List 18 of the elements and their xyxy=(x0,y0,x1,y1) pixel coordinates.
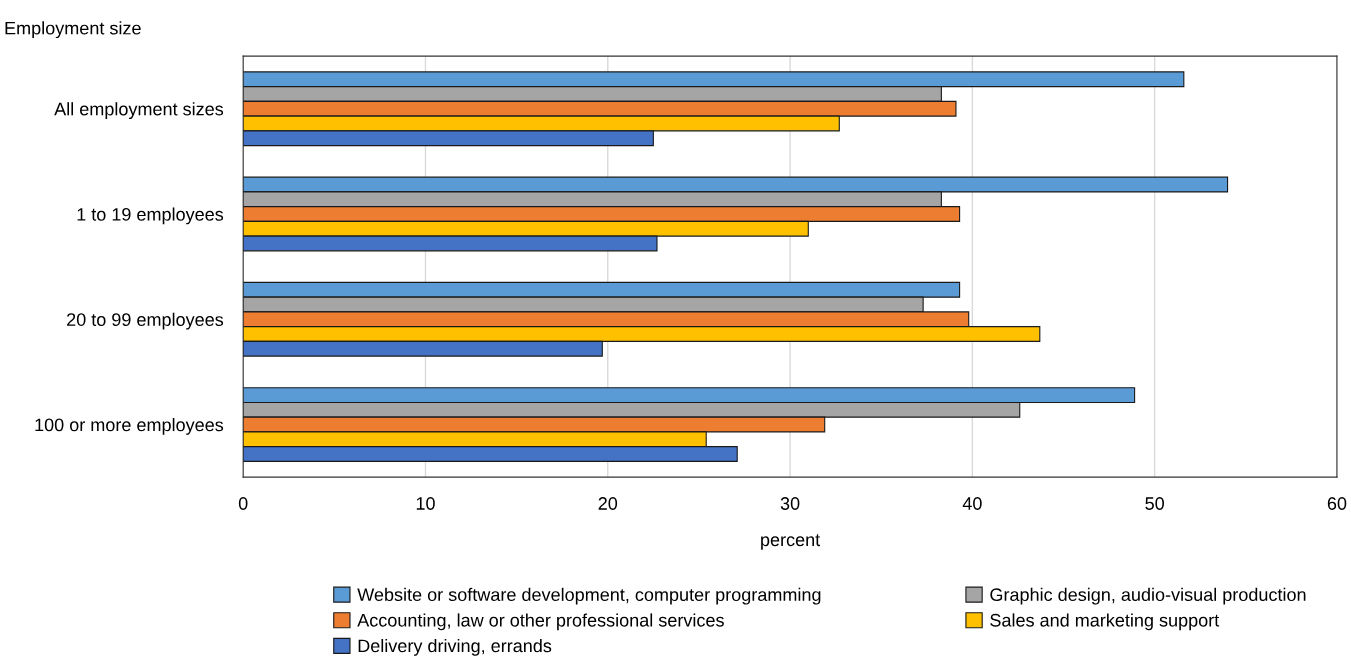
y-axis-title: Employment size xyxy=(5,21,141,39)
legend-label: Delivery driving, errands xyxy=(358,638,552,656)
y-tick-label: 20 to 99 employees xyxy=(67,312,224,330)
y-tick-label: 1 to 19 employees xyxy=(77,207,224,225)
x-tick-label: 0 xyxy=(238,497,248,510)
x-axis-title: percent xyxy=(761,534,821,550)
x-tick-label: 50 xyxy=(1145,497,1164,510)
x-tick-label: 40 xyxy=(962,497,982,510)
y-tick-label: All employment sizes xyxy=(54,102,224,120)
x-tick-label: 20 xyxy=(598,497,618,510)
x-tick-label: 10 xyxy=(416,497,435,510)
legend-label: Website or software development, computer programming xyxy=(357,587,821,605)
x-tick-label: 60 xyxy=(1327,497,1347,510)
x-tick-label: 30 xyxy=(780,497,800,510)
y-tick-label: 100 or more employees xyxy=(35,418,224,435)
legend-label: Graphic design, audio-visual production xyxy=(990,587,1306,605)
legend-label: Sales and marketing support xyxy=(990,613,1220,631)
legend-label: Accounting, law or other professional services xyxy=(357,613,724,631)
